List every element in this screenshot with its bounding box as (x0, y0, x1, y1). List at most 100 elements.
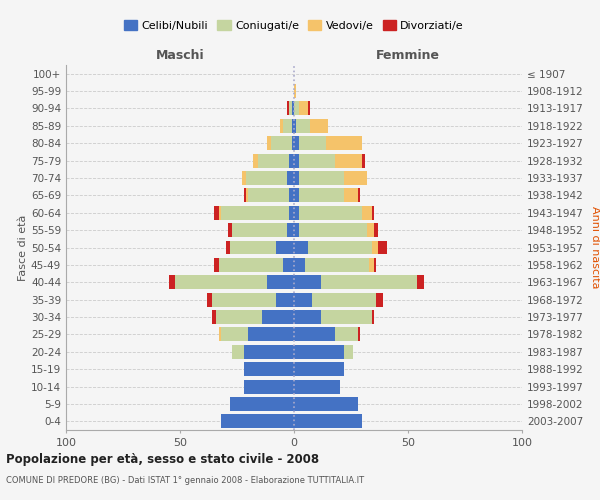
Bar (208, 292, 212, 306)
Bar (344, 188, 358, 202)
Text: Femmine: Femmine (376, 48, 440, 62)
Bar (217, 310, 262, 324)
Bar (262, 310, 294, 324)
Bar (294, 397, 358, 411)
Bar (305, 258, 369, 272)
Text: Popolazione per età, sesso e stato civile - 2008: Popolazione per età, sesso e stato civil… (6, 452, 319, 466)
Bar (299, 206, 362, 220)
Bar (344, 345, 353, 358)
Bar (299, 154, 335, 168)
Bar (214, 258, 219, 272)
Bar (219, 328, 221, 342)
Bar (292, 119, 294, 133)
Bar (294, 171, 299, 185)
Bar (299, 136, 326, 150)
Bar (244, 380, 294, 394)
Bar (246, 171, 287, 185)
Bar (232, 223, 287, 237)
Bar (310, 119, 328, 133)
Bar (294, 258, 305, 272)
Bar (299, 171, 344, 185)
Bar (230, 240, 276, 254)
Bar (294, 223, 299, 237)
Bar (335, 154, 362, 168)
Bar (374, 258, 376, 272)
Bar (244, 345, 294, 358)
Bar (212, 292, 276, 306)
Bar (294, 345, 344, 358)
Bar (374, 223, 379, 237)
Bar (344, 171, 367, 185)
Bar (299, 102, 308, 116)
Bar (287, 102, 289, 116)
Bar (219, 206, 221, 220)
Bar (294, 310, 322, 324)
Bar (362, 154, 365, 168)
Bar (379, 240, 388, 254)
Bar (296, 119, 310, 133)
Bar (271, 136, 292, 150)
Text: COMUNE DI PREDORE (BG) - Dati ISTAT 1° gennaio 2008 - Elaborazione TUTTITALIA.IT: COMUNE DI PREDORE (BG) - Dati ISTAT 1° g… (6, 476, 364, 485)
Bar (371, 310, 374, 324)
Bar (308, 102, 310, 116)
Bar (230, 397, 294, 411)
Y-axis label: Fasce di età: Fasce di età (18, 214, 28, 280)
Bar (322, 276, 417, 289)
Bar (322, 310, 371, 324)
Bar (294, 414, 362, 428)
Bar (221, 328, 248, 342)
Bar (266, 276, 294, 289)
Bar (362, 206, 371, 220)
Bar (253, 154, 257, 168)
Bar (257, 154, 289, 168)
Bar (214, 206, 219, 220)
Bar (335, 328, 358, 342)
Bar (367, 223, 374, 237)
Bar (244, 188, 246, 202)
Bar (369, 258, 374, 272)
Bar (294, 102, 299, 116)
Bar (294, 380, 340, 394)
Bar (371, 240, 379, 254)
Bar (294, 328, 335, 342)
Bar (276, 292, 294, 306)
Bar (248, 188, 289, 202)
Bar (299, 188, 344, 202)
Bar (219, 258, 283, 272)
Legend: Celibi/Nubili, Coniugati/e, Vedovi/e, Divorziati/e: Celibi/Nubili, Coniugati/e, Vedovi/e, Di… (119, 16, 469, 36)
Bar (283, 258, 294, 272)
Bar (294, 276, 322, 289)
Bar (294, 206, 299, 220)
Bar (294, 362, 344, 376)
Text: Maschi: Maschi (155, 48, 205, 62)
Bar (294, 292, 312, 306)
Bar (244, 362, 294, 376)
Bar (242, 171, 246, 185)
Bar (308, 240, 371, 254)
Bar (326, 136, 362, 150)
Bar (289, 154, 294, 168)
Bar (212, 310, 217, 324)
Bar (287, 223, 294, 237)
Y-axis label: Anni di nascita: Anni di nascita (590, 206, 600, 289)
Bar (221, 206, 289, 220)
Bar (292, 136, 294, 150)
Bar (294, 154, 299, 168)
Bar (294, 188, 299, 202)
Bar (294, 119, 296, 133)
Bar (358, 188, 360, 202)
Bar (294, 136, 299, 150)
Bar (358, 328, 360, 342)
Bar (266, 136, 271, 150)
Bar (299, 223, 367, 237)
Bar (248, 328, 294, 342)
Bar (246, 188, 248, 202)
Bar (289, 206, 294, 220)
Bar (294, 84, 296, 98)
Bar (226, 240, 230, 254)
Bar (417, 276, 424, 289)
Bar (312, 292, 376, 306)
Bar (280, 119, 283, 133)
Bar (289, 188, 294, 202)
Bar (175, 276, 266, 289)
